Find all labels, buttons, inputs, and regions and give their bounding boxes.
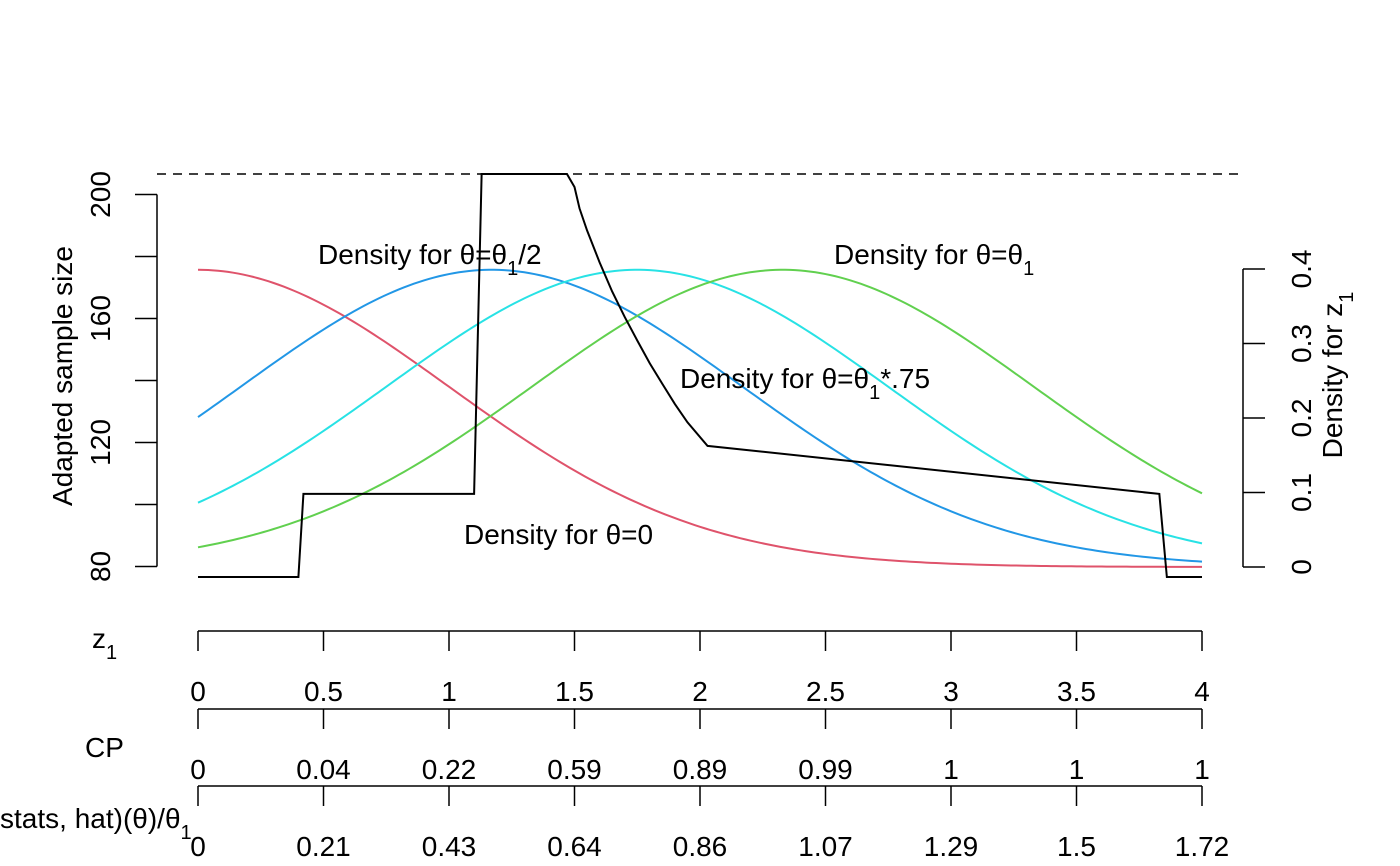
bottom-axis-tick-label: 0.89 — [673, 754, 728, 785]
bottom-axis-tick-label: 0.22 — [422, 754, 477, 785]
density-curves — [197, 268, 1203, 568]
bottom-axis-tick-label: 0.86 — [673, 831, 728, 862]
bottom-axis-tick-label: 1 — [1194, 754, 1210, 785]
bottom-axis-tick-label: 1.5 — [555, 676, 594, 707]
bottom-axis-tick-label: 0 — [190, 676, 206, 707]
left-axis-tick-label: 200 — [85, 171, 116, 218]
bottom-axis-2: 0 0.04 0.22 0.59 0.89 0.99 1 1 1 CP — [85, 708, 1210, 785]
bottom-axis-tick-label: 3 — [943, 676, 959, 707]
density-curve-theta0 — [197, 268, 1203, 568]
right-axis-tick-label: 0.2 — [1286, 399, 1317, 438]
bottom-axis-tick-label: 1 — [441, 676, 457, 707]
density-curve-theta_075 — [197, 268, 1203, 545]
bottom-axis-tick-label: 0.64 — [547, 831, 602, 862]
bottom-axis-tick-label: 1.29 — [924, 831, 979, 862]
left-axis-title: Adapted sample size — [47, 246, 78, 506]
bottom-axis-tick-label: 4 — [1194, 676, 1210, 707]
density-labels: Density for θ=θ1/2 Density for θ=θ1 Dens… — [318, 239, 1034, 550]
bottom-axis-1: 0 0.5 1 1.5 2 2.5 3 3.5 4 z1 — [92, 623, 1210, 707]
right-axis-title-sub: 1 — [1336, 292, 1358, 303]
bottom-axis-tick-label: 3.5 — [1057, 676, 1096, 707]
left-axis-tick-label: 80 — [85, 551, 116, 582]
density-label-theta-075: Density for θ=θ1*.75 — [680, 363, 930, 404]
bottom-axis-title: CP — [85, 732, 124, 763]
density-label-theta-half: Density for θ=θ1/2 — [318, 239, 542, 280]
bottom-axis-tick-label: 2.5 — [806, 676, 845, 707]
right-axis-title: Density for z1 — [1317, 292, 1358, 459]
bottom-axes: 0 0.5 1 1.5 2 2.5 3 3.5 4 z1 0 0.04 0.22 0.59 0.89 0.99… — [0, 623, 1229, 862]
bottom-axis-tick-label: 0.99 — [798, 754, 853, 785]
bottom-axis-tick-label: 2 — [692, 676, 708, 707]
sample-size-curve — [198, 173, 1202, 578]
bottom-axis-title: z1 — [92, 623, 117, 664]
bottom-axis-tick-label: 0.59 — [547, 754, 602, 785]
density-curve-theta1 — [197, 268, 1203, 549]
bottom-axis-tick-label: 0 — [190, 831, 206, 862]
bottom-axis-tick-label: 0 — [190, 754, 206, 785]
right-axis-tick-label: 0.3 — [1286, 324, 1317, 363]
bottom-axis-tick-label: 1.5 — [1057, 831, 1096, 862]
left-axis: 80 120 160 200 — [85, 171, 158, 582]
density-label-theta1: Density for θ=θ1 — [834, 239, 1034, 280]
bottom-axis-tick-label: 0.04 — [296, 754, 351, 785]
bottom-axis-tick-label: 0.21 — [296, 831, 351, 862]
bottom-axis-tick-label: 1 — [943, 754, 959, 785]
right-axis-tick-label: 0.4 — [1286, 250, 1317, 289]
left-axis-tick-label: 160 — [85, 295, 116, 342]
right-axis: 0 0.1 0.2 0.3 0.4 — [1242, 250, 1317, 575]
bottom-axis-tick-label: 1.07 — [798, 831, 853, 862]
bottom-axis-3: 0 0.21 0.43 0.64 0.86 1.07 1.29 1.5 1.72 stats, h… — [0, 785, 1230, 862]
bottom-axis-title: stats, hat)(θ)/θ1 — [0, 803, 192, 844]
bottom-axis-tick-label: 0.5 — [304, 676, 343, 707]
bottom-axis-tick-label: 1 — [1069, 754, 1085, 785]
right-axis-tick-label: 0 — [1286, 559, 1317, 575]
density-label-theta0: Density for θ=0 — [464, 519, 653, 550]
right-axis-tick-label: 0.1 — [1286, 473, 1317, 512]
left-axis-tick-label: 120 — [85, 419, 116, 466]
bottom-axis-tick-label: 0.43 — [422, 831, 477, 862]
bottom-axis-tick-label: 1.72 — [1175, 831, 1230, 862]
density-curve-theta_half — [197, 268, 1203, 563]
right-axis-title-main: Density for z — [1317, 303, 1348, 459]
